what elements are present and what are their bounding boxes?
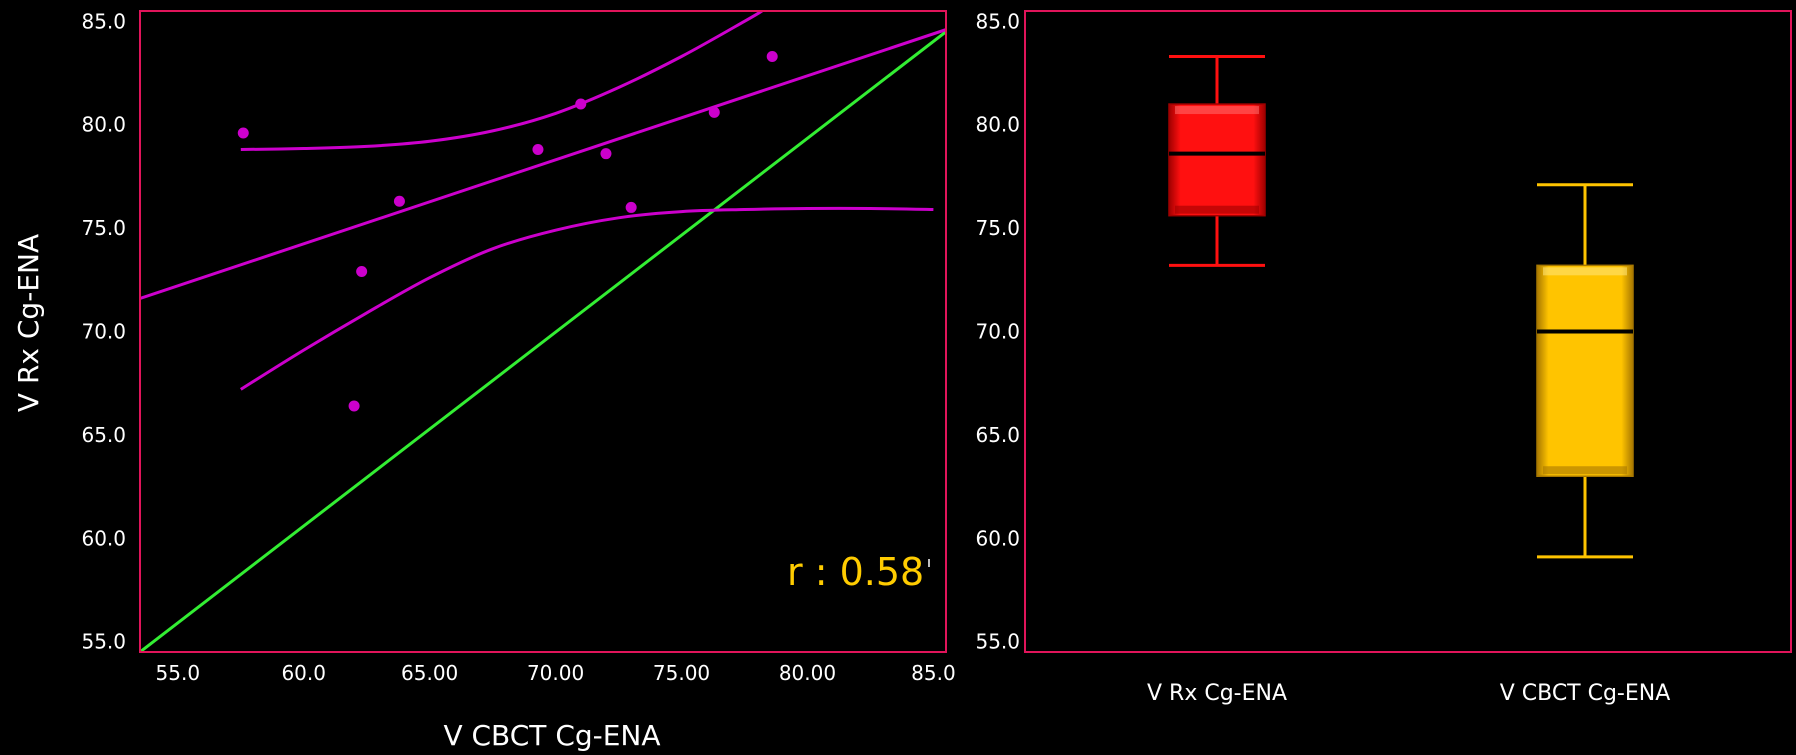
- box-y-tick-label: 55.0: [975, 630, 1020, 654]
- scatter-x-tick-label: 75.00: [653, 661, 710, 685]
- box-category-labels: V Rx Cg-ENA V CBCT Cg-ENA: [1147, 681, 1670, 706]
- scatter-x-axis-label: V CBCT Cg-ENA: [443, 719, 660, 752]
- box-plot-area: [1168, 54, 1634, 559]
- scatter-point: [356, 266, 368, 278]
- scatter-x-tick-label: 55.0: [156, 661, 201, 685]
- scatter-plot-area: [140, 11, 946, 652]
- scatter-x-tick-label: 80.00: [779, 661, 836, 685]
- scatter-point: [625, 201, 637, 213]
- scatter-point: [708, 106, 720, 118]
- scatter-y-tick-label: 85.0: [81, 9, 126, 33]
- scatter-y-tick-label: 60.0: [81, 526, 126, 550]
- box-y-ticks: 55.0 60.0 65.0 70.0 75.0 80.0 85.0: [975, 9, 1020, 653]
- scatter-point: [575, 98, 587, 110]
- regression-line: [140, 28, 946, 300]
- box-y-tick-label: 70.0: [975, 320, 1020, 344]
- scatter-x-tick-label: 60.0: [281, 661, 326, 685]
- scatter-y-ticks: 55.0 60.0 65.0 70.0 75.0 80.0 85.0: [81, 9, 126, 653]
- scatter-y-tick-label: 80.0: [81, 113, 126, 137]
- scatter-x-ticks: 55.0 60.0 65.00 70.00 75.00 80.00 85.0: [156, 661, 956, 685]
- identity-line: [140, 30, 946, 652]
- box-y-tick-label: 80.0: [975, 113, 1020, 137]
- upper-confidence-band: [240, 11, 763, 151]
- scatter-x-tick-label: 65.00: [401, 661, 458, 685]
- scatter-y-tick-label: 75.0: [81, 216, 126, 240]
- scatter-x-tick-label: 85.0: [911, 661, 956, 685]
- box-top-highlight: [1175, 106, 1259, 115]
- scatter-point: [600, 148, 612, 160]
- scatter-frame: [139, 10, 947, 653]
- scatter-y-axis-label: V Rx Cg-ENA: [12, 234, 45, 412]
- box-bottom-shade: [1175, 205, 1259, 214]
- scatter-y-tick-label: 65.0: [81, 423, 126, 447]
- box-y-tick-label: 65.0: [975, 423, 1020, 447]
- scatter-chart: 55.0 60.0 65.00 70.00 75.00 80.00 85.0 55.0 60.…: [12, 9, 956, 752]
- box-y-tick-label: 60.0: [975, 526, 1020, 550]
- box-iqr: [1168, 103, 1266, 217]
- scatter-point: [532, 144, 544, 156]
- box-y-tick-label: 85.0: [975, 9, 1020, 33]
- box-frame: [1024, 10, 1792, 653]
- scatter-point: [237, 127, 249, 139]
- scatter-x-tick-label: 70.00: [527, 661, 584, 685]
- correlation-annotation: r : 0.58: [787, 550, 924, 594]
- box-plot-series: [1536, 183, 1634, 559]
- box-y-tick-label: 75.0: [975, 216, 1020, 240]
- box-plot-series: [1168, 54, 1266, 267]
- lower-confidence-band: [239, 206, 934, 391]
- scatter-y-tick-label: 55.0: [81, 630, 126, 654]
- scatter-point: [766, 50, 778, 62]
- box-category-label: V CBCT Cg-ENA: [1500, 681, 1671, 706]
- box-top-highlight: [1543, 267, 1627, 276]
- box-iqr: [1536, 264, 1634, 477]
- scatter-y-tick-label: 70.0: [81, 320, 126, 344]
- scatter-point: [348, 400, 360, 412]
- box-chart: 55.0 60.0 65.0 70.0 75.0 80.0 85.0 V Rx Cg-ENA…: [975, 9, 1792, 706]
- box-category-label: V Rx Cg-ENA: [1147, 681, 1287, 706]
- scatter-point: [393, 195, 405, 207]
- box-bottom-shade: [1543, 466, 1627, 475]
